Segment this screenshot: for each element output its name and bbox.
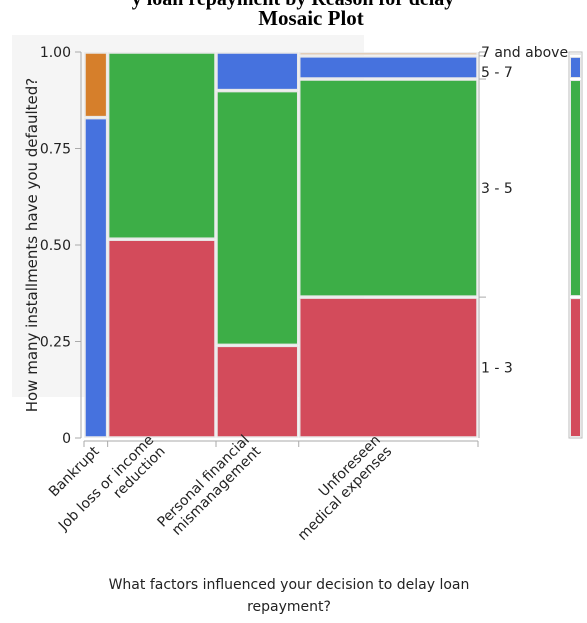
mosaic-tile bbox=[216, 90, 299, 346]
y-axis: 0 0.25 0.50 0.75 1.00 bbox=[40, 45, 82, 447]
right-axis-label: 1 - 3 bbox=[481, 361, 513, 377]
legend-bar-segment bbox=[570, 53, 581, 55]
x-axis-label-line2: repayment? bbox=[247, 599, 331, 615]
y-tick-label: 0.50 bbox=[40, 238, 71, 254]
legend-bar-frame bbox=[568, 51, 583, 439]
mosaic-tile bbox=[216, 345, 299, 438]
right-category-axis: 1 - 3 3 - 5 5 - 7 7 and above bbox=[478, 45, 568, 438]
mosaic-tile bbox=[84, 117, 108, 438]
right-axis-label: 3 - 5 bbox=[481, 181, 513, 197]
legend-bar-segment bbox=[570, 80, 581, 297]
chart-title-partial: y loan repayment by Reason for delay bbox=[132, 0, 455, 10]
mosaic-tile bbox=[298, 79, 478, 297]
mosaic-tile bbox=[84, 52, 108, 118]
legend-bar bbox=[568, 51, 583, 439]
y-tick-label: 0.75 bbox=[40, 142, 71, 158]
mosaic-tiles bbox=[84, 52, 478, 438]
y-tick-label: 0 bbox=[62, 431, 71, 447]
y-axis-label: How many installments have you defaulted… bbox=[23, 78, 41, 413]
mosaic-tile bbox=[298, 52, 478, 56]
x-axis-label-line1: What factors influenced your decision to… bbox=[109, 577, 470, 593]
mosaic-tile bbox=[216, 52, 299, 91]
x-tick-label-line: Personal financial bbox=[154, 432, 252, 530]
right-axis-label: 5 - 7 bbox=[481, 65, 513, 81]
legend-bar-segment bbox=[570, 298, 581, 437]
y-tick-label: 0.25 bbox=[40, 335, 71, 351]
legend-bar-segment bbox=[570, 56, 581, 79]
mosaic-tile bbox=[107, 239, 216, 438]
y-tick-label: 1.00 bbox=[40, 45, 71, 61]
mosaic-tile bbox=[107, 52, 216, 239]
chart-title: Mosaic Plot bbox=[258, 6, 364, 30]
mosaic-tile bbox=[298, 56, 478, 79]
right-axis-label: 7 and above bbox=[481, 45, 568, 61]
mosaic-tile bbox=[298, 297, 478, 438]
